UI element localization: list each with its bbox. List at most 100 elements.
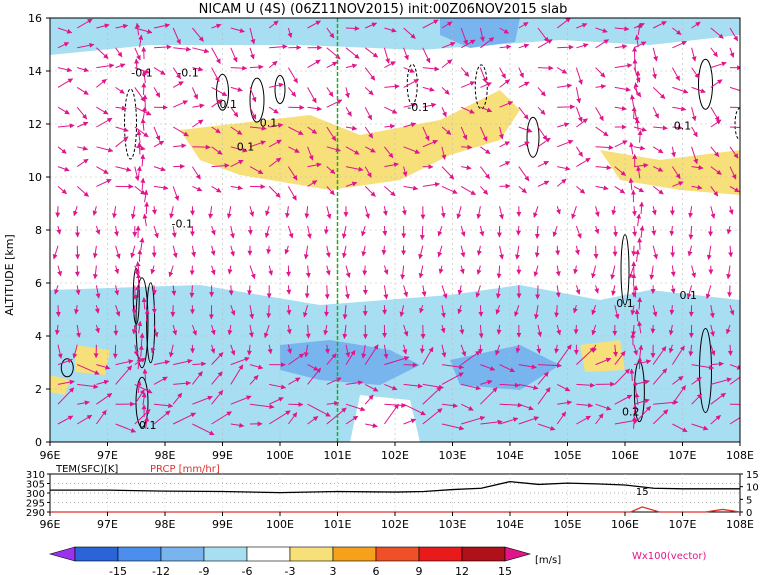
wind-vector [476,265,482,275]
wind-vector [173,143,187,149]
wind-vector [287,67,298,84]
colorbar-segment [246,546,291,562]
wind-vector [533,305,539,320]
wind-vector [326,353,337,365]
wind-vector [518,67,524,79]
colorbar-tick-label: -3 [285,565,296,575]
contour-line [698,58,713,110]
contour-label: 0.1 [616,297,634,310]
wind-vector [691,107,697,122]
wind-vector [518,126,533,133]
wind-vector [460,126,468,141]
colorbar-tick-label: 12 [455,565,469,575]
wind-vector [637,237,643,250]
wind-vector [671,345,685,365]
wind-vector [142,213,148,227]
wind-vector [614,166,626,176]
wind-vector [422,182,441,187]
wind-vector [460,225,466,237]
wind-vector [230,106,239,118]
wind-vector [636,165,642,179]
wind-vector [361,344,367,359]
wind-vector [364,106,373,121]
wind-vector [614,26,630,32]
wind-vector [345,125,358,131]
wind-vector [401,206,407,216]
wind-vector [326,166,336,175]
wind-vector [710,392,726,405]
contour-line [249,77,265,123]
wind-vector [287,225,294,239]
contour-label: -0.1 [172,217,193,230]
shade-region [180,90,520,190]
wind-vector [96,379,110,385]
wind-vector [518,416,540,425]
wind-vector [57,42,70,49]
wind-vector [288,146,300,153]
wind-vector [729,166,737,180]
wind-vector [287,27,293,39]
wind-vector [345,349,356,365]
wind-vector [403,324,409,337]
wind-vector [269,383,287,390]
wind-vector [671,166,681,180]
wind-vector [192,361,207,367]
wind-vector [96,364,111,370]
wind-vector [192,27,204,42]
wind-vector [323,225,329,235]
wind-vector [285,206,290,219]
wind-vector [614,63,633,69]
wind-vector [633,82,639,95]
wind-vector [95,285,101,299]
wind-vector [307,126,318,134]
wind-vector [688,206,694,219]
wind-vector [153,87,161,98]
wind-vector [422,408,443,425]
wind-vector [496,324,502,335]
surface-y-left-label: 300 [26,489,45,500]
wind-vector [537,137,551,148]
wind-vector [173,358,193,366]
wind-vector [556,383,571,392]
wind-vector [441,41,456,49]
wind-vector [192,395,213,405]
wind-vector [652,368,668,385]
wind-vector [480,387,498,405]
wind-vector [459,324,465,335]
wind-vector [140,153,146,167]
wind-vector [499,67,506,79]
wind-vector [172,67,181,80]
wind-vector [341,245,347,259]
wind-vector [610,265,616,280]
wind-vector [130,206,136,220]
tem-line [50,480,740,494]
wind-vector [499,417,519,425]
wind-vector [73,206,78,217]
wind-vector [266,245,272,255]
wind-vector [249,125,267,131]
wind-vector [142,368,148,382]
wind-vector [307,403,331,417]
x-tick-label: 106E [611,449,639,462]
surface-panel: TEM(SFC)[K] PRCP [mm/hr] 15 310305300295290… [26,464,759,531]
wind-vector [399,305,405,317]
colorbar-tick-label: 3 [330,565,337,575]
wind-vector [364,67,376,81]
wind-vector [303,305,309,318]
wind-vector [537,27,549,43]
wind-vector [303,245,309,260]
wind-vector [422,66,440,72]
wind-vector [172,245,178,259]
wind-vector [611,285,617,296]
wind-vector [441,166,455,180]
wind-vector [287,166,298,181]
wind-vector [227,265,233,275]
wind-vector [441,364,465,370]
surface-y-left-label: 295 [26,499,45,510]
wind-vector [499,141,511,148]
wind-vector [595,185,609,191]
wind-vector [480,82,492,88]
wind-vector [115,126,129,133]
surface-y-right-label: 5 [746,495,752,506]
wind-vector [403,383,423,389]
